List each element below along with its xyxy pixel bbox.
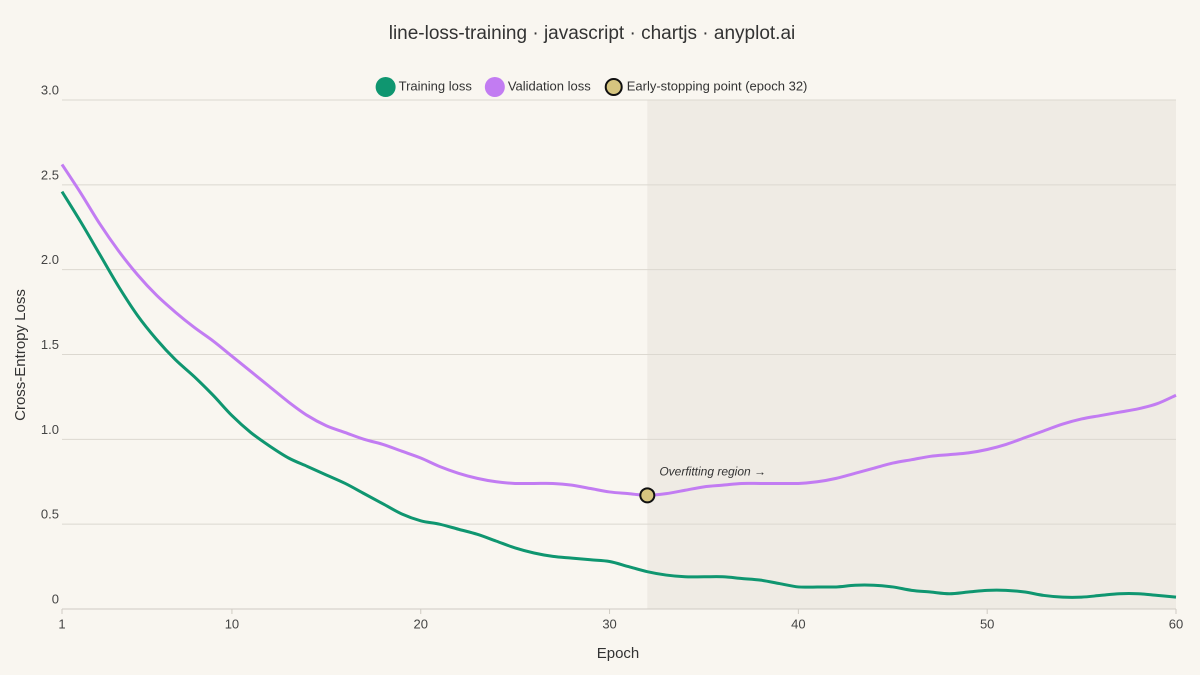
y-axis-title: Cross-Entropy Loss (12, 289, 29, 421)
x-tick-label: 20 (414, 616, 428, 631)
legend-swatch (375, 77, 396, 97)
y-tick-label: 2.0 (41, 252, 59, 267)
x-tick-label: 40 (791, 616, 805, 631)
chart-title: line-loss-training · javascript · chartj… (389, 23, 796, 44)
legend-label: Validation loss (508, 78, 591, 93)
legend-swatch (484, 77, 505, 97)
y-tick-label: 2.5 (41, 167, 59, 182)
legend-label: Training loss (399, 78, 473, 93)
y-tick-label: 3.0 (41, 82, 59, 97)
legend: Training loss Validation loss Early-stoppi… (375, 77, 808, 97)
x-axis-title: Epoch (597, 645, 640, 662)
legend-swatch (604, 78, 623, 96)
y-tick-label: 0 (52, 591, 59, 606)
x-tick-label: 1 (58, 616, 65, 631)
y-tick-label: 1.5 (41, 337, 59, 352)
loss-line (60, 190, 1177, 599)
x-tick-label: 10 (225, 616, 239, 631)
loss-line (60, 163, 1177, 497)
legend-label: Early-stopping point (epoch 32) (627, 78, 808, 93)
y-tick-label: 0.5 (41, 507, 59, 522)
annotation: Overfitting region → (659, 464, 766, 478)
x-tick-label: 30 (602, 616, 616, 631)
early-stopping-point (639, 487, 656, 504)
x-tick-label: 50 (980, 616, 994, 631)
x-tick-label: 60 (1169, 616, 1183, 631)
y-tick-label: 1.0 (41, 422, 59, 437)
